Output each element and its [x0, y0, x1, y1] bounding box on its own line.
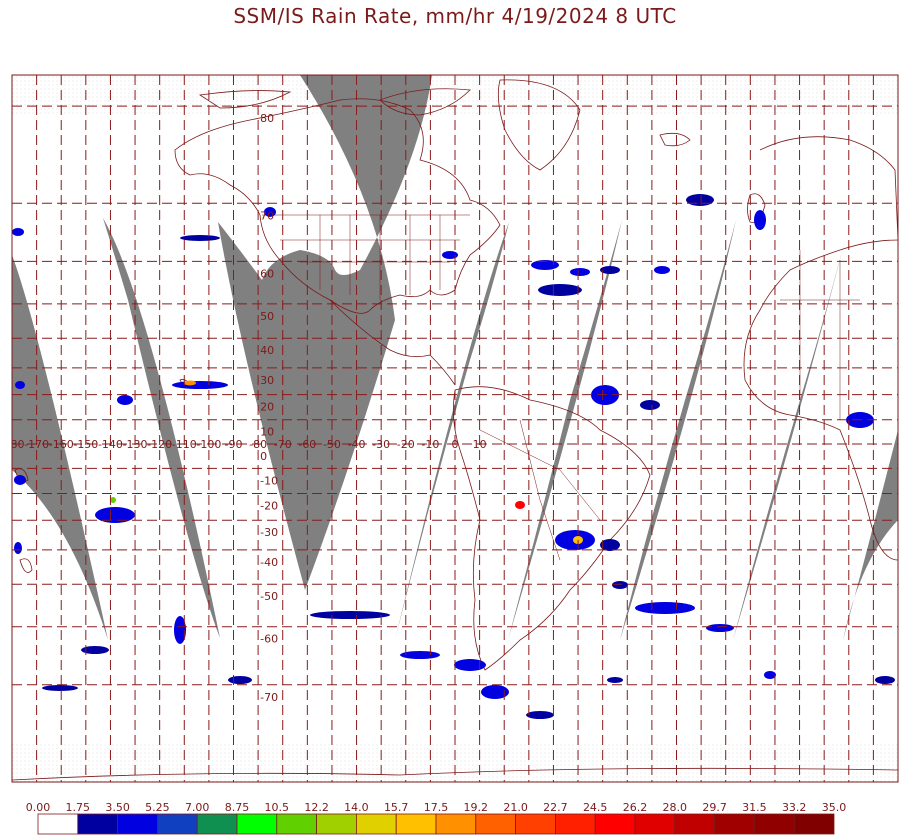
latitude-label: -30: [260, 526, 278, 539]
legend-label: 35.0: [822, 801, 847, 814]
longitude-label: -170: [24, 438, 49, 451]
legend-swatch: [555, 813, 596, 835]
lat-lon-grid: [12, 75, 898, 782]
legend-label: 17.5: [424, 801, 449, 814]
latitude-label: 40: [260, 344, 274, 357]
latitude-label: 10: [260, 426, 274, 439]
chart-title: SSM/IS Rain Rate, mm/hr 4/19/2024 8 UTC: [233, 4, 677, 28]
legend-label: 24.5: [583, 801, 608, 814]
legend-swatch: [77, 813, 119, 835]
swath-gap: [508, 220, 622, 640]
latitude-label: -40: [260, 556, 278, 569]
latitude-label: -50: [260, 590, 278, 603]
legend-label: 12.2: [304, 801, 329, 814]
legend-label: 22.7: [543, 801, 568, 814]
legend-swatch: [754, 813, 795, 835]
latitude-label: -10: [260, 474, 278, 487]
longitude-label: -130: [123, 438, 148, 451]
legend-swatch: [435, 813, 477, 835]
legend-label: 21.0: [503, 801, 528, 814]
legend-swatch: [37, 813, 79, 835]
longitude-label: -20: [397, 438, 415, 451]
legend-label: 14.0: [344, 801, 369, 814]
longitude-label: 10: [473, 438, 487, 451]
longitude-label: -150: [73, 438, 98, 451]
longitude-label: -160: [49, 438, 74, 451]
legend-swatch: [236, 813, 278, 835]
latitude-label: -70: [260, 691, 278, 704]
longitude-label: -90: [225, 438, 243, 451]
rain-cells: [12, 194, 895, 719]
longitude-label: -180: [0, 438, 24, 451]
swath-gap: [218, 75, 432, 590]
latitude-label: 80: [260, 112, 274, 125]
longitude-label: -120: [147, 438, 172, 451]
legend-swatch: [475, 813, 516, 835]
legend-swatch: [156, 813, 198, 835]
latitude-label: -20: [260, 499, 278, 512]
legend-label: 0.00: [26, 801, 51, 814]
latitude-label: 20: [260, 401, 274, 414]
longitude-label: -100: [196, 438, 221, 451]
latitude-label: 30: [260, 374, 274, 387]
longitude-label: -110: [172, 438, 197, 451]
longitude-label: -60: [298, 438, 316, 451]
longitude-label: -10: [421, 438, 439, 451]
legend-swatch: [316, 813, 357, 835]
legend-swatch: [395, 813, 437, 835]
legend-swatch: [276, 813, 317, 835]
longitude-labels: -180 -170 -160 -150 -140 -130 -120 -110 -100 -90-…: [0, 438, 487, 451]
longitude-label: -70: [274, 438, 292, 451]
longitude-label: -30: [372, 438, 390, 451]
legend-label: 1.75: [66, 801, 91, 814]
swath-gap: [12, 255, 108, 640]
legend-swatch: [793, 813, 835, 835]
legend-swatch: [714, 813, 755, 835]
longitude-label: -50: [323, 438, 341, 451]
latitude-label: 0: [260, 450, 267, 463]
latitude-label: 60: [260, 267, 274, 280]
legend-label: 8.75: [225, 801, 250, 814]
longitude-label: 0: [452, 438, 459, 451]
legend-label: 29.7: [702, 801, 727, 814]
swath-gap: [395, 222, 509, 640]
longitude-label: -80: [249, 438, 267, 451]
legend-label: 10.5: [265, 801, 290, 814]
legend-label: 5.25: [145, 801, 170, 814]
legend-swatch: [196, 813, 238, 835]
legend-swatch: [355, 813, 397, 835]
legend-label: 28.0: [663, 801, 688, 814]
legend-swatch: [594, 813, 636, 835]
legend-swatch: [674, 813, 715, 835]
antarctic-ice-texture: [12, 742, 898, 782]
longitude-label: -140: [98, 438, 123, 451]
legend-swatch: [515, 813, 556, 835]
swath-gap: [843, 430, 898, 640]
legend-swatch: [117, 813, 158, 835]
latitude-labels: 80 70 60 50 40 30 20 10 0 -10 -20 -30 -40 -50 -60 -70 -8…: [260, 112, 278, 801]
longitude-label: -40: [348, 438, 366, 451]
map-frame: [11, 74, 899, 783]
legend-swatch: [634, 813, 676, 835]
latitude-label: -80: [260, 788, 278, 801]
color-legend: 0.00 1.75 3.50 5.25 7.00 8.75 10.5 12.2 14.0 15.7…: [26, 801, 847, 835]
legend-label: 31.5: [742, 801, 767, 814]
legend-label: 7.00: [185, 801, 210, 814]
latitude-label: 70: [260, 209, 274, 222]
latitude-label: -60: [260, 633, 278, 646]
legend-label: 33.2: [782, 801, 807, 814]
swath-gap: [620, 220, 736, 640]
legend-label: 19.2: [464, 801, 489, 814]
swath-gap: [103, 218, 220, 638]
swath-gap: [733, 220, 850, 640]
legend-label: 26.2: [623, 801, 648, 814]
latitude-label: 50: [260, 310, 274, 323]
legend-label: 15.7: [384, 801, 409, 814]
legend-label: 3.50: [105, 801, 130, 814]
